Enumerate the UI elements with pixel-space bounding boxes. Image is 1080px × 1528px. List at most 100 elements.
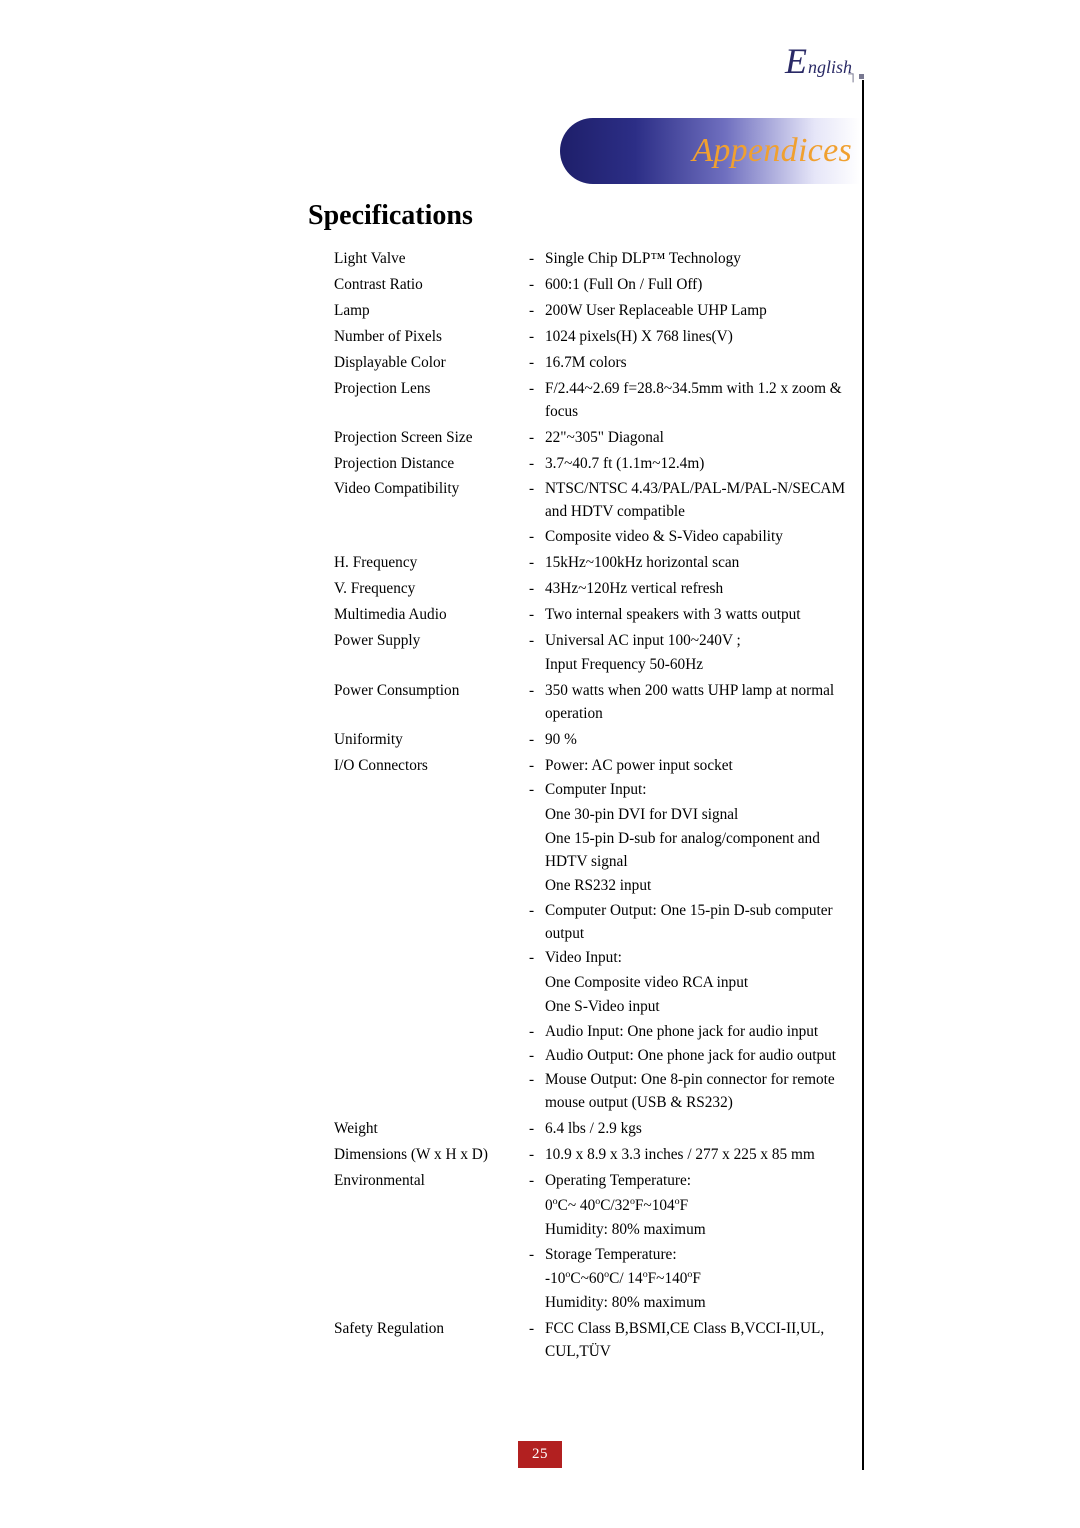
dash: - xyxy=(529,478,545,501)
spec-value-text: 600:1 (Full On / Full Off) xyxy=(545,274,850,297)
spec-row: H. Frequency-15kHz~100kHz horizontal sca… xyxy=(334,552,850,576)
spec-row: Dimensions (W x H x D)-10.9 x 8.9 x 3.3 … xyxy=(334,1144,850,1168)
spec-value: -Audio Input: One phone jack for audio i… xyxy=(529,1021,850,1044)
spec-value-text: 350 watts when 200 watts UHP lamp at nor… xyxy=(545,680,850,726)
spec-label: Uniformity xyxy=(334,729,529,752)
spec-value-text: 15kHz~100kHz horizontal scan xyxy=(545,552,850,575)
spec-label: Projection Lens xyxy=(334,378,529,401)
spec-values: -Single Chip DLP™ Technology xyxy=(529,248,850,272)
dash: - xyxy=(529,1144,545,1167)
dash: - xyxy=(529,378,545,401)
spec-value-text: 16.7M colors xyxy=(545,352,850,375)
spec-value: -Operating Temperature: xyxy=(529,1170,850,1193)
spec-values: -15kHz~100kHz horizontal scan xyxy=(529,552,850,576)
spec-label: V. Frequency xyxy=(334,578,529,601)
spec-value-text: Storage Temperature: xyxy=(545,1244,850,1267)
spec-values: -FCC Class B,BSMI,CE Class B,VCCI-II,UL,… xyxy=(529,1318,850,1365)
dash: - xyxy=(529,352,545,375)
spec-value-text: Universal AC input 100~240V ; xyxy=(545,630,850,653)
spec-label: Safety Regulation xyxy=(334,1318,529,1341)
section-title: Specifications xyxy=(308,200,473,232)
spec-row: Power Supply-Universal AC input 100~240V… xyxy=(334,630,850,679)
spec-row: Power Consumption-350 watts when 200 wat… xyxy=(334,680,850,727)
spec-value: -Storage Temperature: xyxy=(529,1244,850,1267)
spec-row: Multimedia Audio-Two internal speakers w… xyxy=(334,604,850,628)
spec-label: Video Compatibility xyxy=(334,478,529,501)
spec-row: Lamp-200W User Replaceable UHP Lamp xyxy=(334,300,850,324)
spec-values: -90 % xyxy=(529,729,850,753)
spec-row: V. Frequency-43Hz~120Hz vertical refresh xyxy=(334,578,850,602)
spec-label: Weight xyxy=(334,1118,529,1141)
dash: - xyxy=(529,1021,545,1044)
spec-label: H. Frequency xyxy=(334,552,529,575)
spec-value-text: Single Chip DLP™ Technology xyxy=(545,248,850,271)
spec-value-subline: Humidity: 80% maximum xyxy=(529,1292,850,1315)
spec-values: -600:1 (Full On / Full Off) xyxy=(529,274,850,298)
spec-value: -NTSC/NTSC 4.43/PAL/PAL-M/PAL-N/SECAM an… xyxy=(529,478,850,524)
spec-label: Multimedia Audio xyxy=(334,604,529,627)
spec-value-subline: One 30-pin DVI for DVI signal xyxy=(529,804,850,827)
spec-value: -16.7M colors xyxy=(529,352,850,375)
spec-label: Number of Pixels xyxy=(334,326,529,349)
spec-value-text: F/2.44~2.69 f=28.8~34.5mm with 1.2 x zoo… xyxy=(545,378,850,424)
spec-value: -Computer Input: xyxy=(529,779,850,802)
spec-value-text: Mouse Output: One 8-pin connector for re… xyxy=(545,1069,850,1115)
spec-label: Environmental xyxy=(334,1170,529,1193)
dash: - xyxy=(529,604,545,627)
spec-row: Projection Screen Size-22"~305" Diagonal xyxy=(334,427,850,451)
dash: - xyxy=(529,630,545,653)
spec-value: -Universal AC input 100~240V ; xyxy=(529,630,850,653)
spec-value-text: Audio Input: One phone jack for audio in… xyxy=(545,1021,850,1044)
spec-row: Uniformity-90 % xyxy=(334,729,850,753)
spec-value-subline: Humidity: 80% maximum xyxy=(529,1219,850,1242)
dash: - xyxy=(529,755,545,778)
spec-value: -FCC Class B,BSMI,CE Class B,VCCI-II,UL,… xyxy=(529,1318,850,1364)
dash: - xyxy=(529,947,545,970)
spec-row: Light Valve-Single Chip DLP™ Technology xyxy=(334,248,850,272)
spec-value: -Computer Output: One 15-pin D-sub compu… xyxy=(529,900,850,946)
spec-row: Safety Regulation-FCC Class B,BSMI,CE Cl… xyxy=(334,1318,850,1365)
spec-value-text: FCC Class B,BSMI,CE Class B,VCCI-II,UL, … xyxy=(545,1318,850,1364)
spec-label: Lamp xyxy=(334,300,529,323)
section-banner: Appendices xyxy=(560,118,860,184)
spec-value-subline: Input Frequency 50-60Hz xyxy=(529,654,850,677)
spec-value: -6.4 lbs / 2.9 kgs xyxy=(529,1118,850,1141)
spec-values: -350 watts when 200 watts UHP lamp at no… xyxy=(529,680,850,727)
spec-value-text: Computer Input: xyxy=(545,779,850,802)
spec-values: -F/2.44~2.69 f=28.8~34.5mm with 1.2 x zo… xyxy=(529,378,850,425)
spec-label: Projection Screen Size xyxy=(334,427,529,450)
spec-value: -Two internal speakers with 3 watts outp… xyxy=(529,604,850,627)
spec-row: I/O Connectors-Power: AC power input soc… xyxy=(334,755,850,1117)
spec-row: Environmental-Operating Temperature:0oC~… xyxy=(334,1170,850,1317)
specifications-table: Light Valve-Single Chip DLP™ TechnologyC… xyxy=(334,248,850,1367)
spec-values: -200W User Replaceable UHP Lamp xyxy=(529,300,850,324)
page-number: 25 xyxy=(518,1441,562,1468)
spec-label: Power Supply xyxy=(334,630,529,653)
language-initial: E xyxy=(785,40,807,82)
spec-value-text: Power: AC power input socket xyxy=(545,755,850,778)
dash: - xyxy=(529,1170,545,1193)
spec-value-text: NTSC/NTSC 4.43/PAL/PAL-M/PAL-N/SECAM and… xyxy=(545,478,850,524)
dash: - xyxy=(529,552,545,575)
dash: - xyxy=(529,248,545,271)
dash: - xyxy=(529,300,545,323)
dash: - xyxy=(529,427,545,450)
spec-value: -Audio Output: One phone jack for audio … xyxy=(529,1045,850,1068)
dash: - xyxy=(529,729,545,752)
spec-values: -10.9 x 8.9 x 3.3 inches / 277 x 225 x 8… xyxy=(529,1144,850,1168)
dash: - xyxy=(529,1244,545,1267)
spec-label: Power Consumption xyxy=(334,680,529,703)
spec-value-subline: One S-Video input xyxy=(529,996,850,1019)
spec-value-subline: One 15-pin D-sub for analog/component an… xyxy=(529,828,850,874)
spec-value: -200W User Replaceable UHP Lamp xyxy=(529,300,850,323)
spec-value-text: Composite video & S-Video capability xyxy=(545,526,850,549)
right-vertical-rule xyxy=(862,80,864,1470)
spec-value: -43Hz~120Hz vertical refresh xyxy=(529,578,850,601)
spec-values: -1024 pixels(H) X 768 lines(V) xyxy=(529,326,850,350)
spec-label: Displayable Color xyxy=(334,352,529,375)
spec-values: -Universal AC input 100~240V ;Input Freq… xyxy=(529,630,850,679)
spec-label: Contrast Ratio xyxy=(334,274,529,297)
spec-row: Weight-6.4 lbs / 2.9 kgs xyxy=(334,1118,850,1142)
dash: - xyxy=(529,1045,545,1068)
spec-values: -Power: AC power input socket-Computer I… xyxy=(529,755,850,1117)
